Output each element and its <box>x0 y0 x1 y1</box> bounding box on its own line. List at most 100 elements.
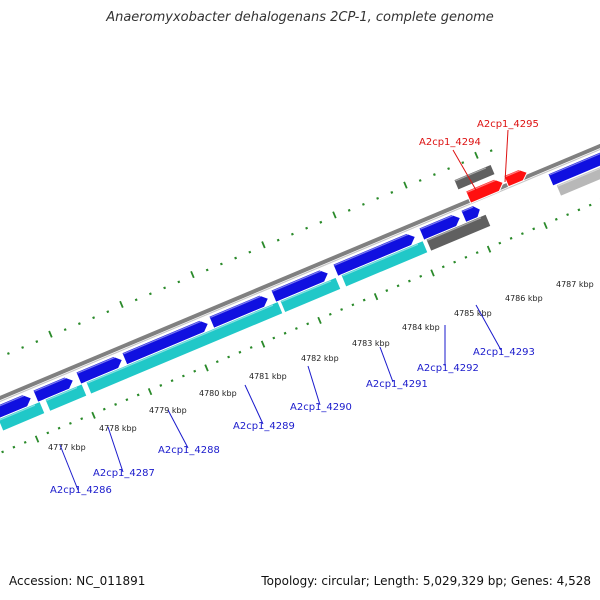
minor-tick <box>588 203 592 207</box>
forward-gene <box>418 214 462 241</box>
minor-tick <box>57 426 61 430</box>
minor-tick <box>498 241 502 245</box>
forward-gene <box>32 376 75 403</box>
minor-tick <box>305 226 309 230</box>
leader-line <box>379 346 394 383</box>
leader-line <box>244 384 264 425</box>
reverse-gene <box>0 400 46 432</box>
genome-backbone <box>0 143 600 403</box>
gene-label-A2cp1_4295: A2cp1_4295 <box>477 119 539 130</box>
minor-tick <box>566 213 570 217</box>
forward-gene <box>121 319 210 366</box>
minor-tick <box>63 328 67 332</box>
major-tick <box>486 245 492 253</box>
minor-tick <box>6 352 10 355</box>
major-tick <box>332 211 337 219</box>
minor-tick <box>1 450 5 454</box>
minor-tick <box>432 173 436 176</box>
major-tick <box>119 300 124 308</box>
major-tick <box>261 241 266 249</box>
minor-tick <box>248 250 252 254</box>
minor-tick <box>532 227 536 231</box>
leader-line <box>475 304 502 351</box>
scale-tick-label: 4780 kbp <box>199 389 237 398</box>
scale-tick-label: 4785 kbp <box>454 309 492 318</box>
gene-label-A2cp1_4290: A2cp1_4290 <box>290 402 352 413</box>
minor-tick <box>447 167 451 171</box>
minor-tick <box>21 346 25 349</box>
backbone-line <box>0 143 600 401</box>
minor-tick <box>362 298 366 302</box>
minor-tick <box>376 196 380 200</box>
major-tick <box>204 364 209 372</box>
forward-gene <box>208 294 270 330</box>
major-tick <box>260 340 266 348</box>
gene-label-A2cp1_4286: A2cp1_4286 <box>50 485 112 496</box>
forward-gene <box>0 394 33 420</box>
grey-gene <box>425 213 492 252</box>
minor-tick <box>290 232 294 236</box>
major-tick <box>430 269 435 277</box>
minor-tick <box>453 260 457 264</box>
minor-tick <box>170 379 174 383</box>
minor-tick <box>125 398 129 402</box>
minor-tick <box>249 346 253 349</box>
minor-tick <box>520 232 524 236</box>
minor-tick <box>418 179 422 182</box>
outer-tick-ring <box>6 149 493 355</box>
gene-label-A2cp1_4288: A2cp1_4288 <box>158 445 220 456</box>
minor-tick <box>294 327 298 330</box>
major-tick <box>474 151 479 159</box>
minor-tick <box>181 374 185 378</box>
gene-A2cp1_4295 <box>503 168 528 188</box>
scale-tick-label: 4782 kbp <box>301 354 339 363</box>
reverse-gene <box>85 300 284 395</box>
minor-tick <box>407 279 411 283</box>
leader-line <box>107 426 124 473</box>
minor-tick <box>193 369 197 373</box>
minor-tick <box>347 208 351 212</box>
minor-tick <box>340 308 344 311</box>
minor-tick <box>219 262 223 266</box>
minor-tick <box>134 298 138 302</box>
minor-tick <box>461 161 465 165</box>
gene-A2cp1_4294 <box>465 178 504 204</box>
scale-tick-label: 4784 kbp <box>402 323 440 332</box>
minor-tick <box>102 407 106 411</box>
minor-tick <box>489 149 493 153</box>
gene-label-A2cp1_4291: A2cp1_4291 <box>366 379 428 390</box>
minor-tick <box>419 274 423 278</box>
reverse-gene <box>279 276 342 314</box>
major-tick <box>373 293 379 301</box>
minor-tick <box>283 331 287 335</box>
major-tick <box>317 316 322 324</box>
accession-text: Accession: NC_011891 <box>9 574 146 588</box>
leader-line <box>59 444 79 491</box>
minor-tick <box>319 220 323 224</box>
minor-tick <box>475 251 479 255</box>
major-tick <box>48 330 53 338</box>
scale-tick-label: 4781 kbp <box>249 372 287 381</box>
leader-line <box>167 409 189 449</box>
minor-tick <box>554 217 558 221</box>
minor-tick <box>227 355 231 359</box>
minor-tick <box>351 303 355 307</box>
minor-tick <box>159 384 163 387</box>
minor-tick <box>234 256 238 260</box>
gene-labels: A2cp1_4286 A2cp1_4287 A2cp1_4288 A2cp1_4289… <box>50 119 539 496</box>
minor-tick <box>12 445 16 449</box>
minor-tick <box>205 268 209 272</box>
reverse-gene <box>44 383 88 413</box>
inner-tick-ring <box>1 198 600 454</box>
leader-line <box>504 129 509 183</box>
pseudo-gene <box>555 158 600 197</box>
minor-tick <box>577 208 581 212</box>
gene-A2cp1_4294-upper <box>453 163 496 191</box>
minor-tick <box>390 191 394 194</box>
forward-gene <box>332 232 417 277</box>
minor-tick <box>396 284 400 288</box>
gene-features <box>0 148 600 432</box>
scale-tick-label: 4778 kbp <box>99 424 137 433</box>
gene-label-A2cp1_4292: A2cp1_4292 <box>417 363 479 374</box>
